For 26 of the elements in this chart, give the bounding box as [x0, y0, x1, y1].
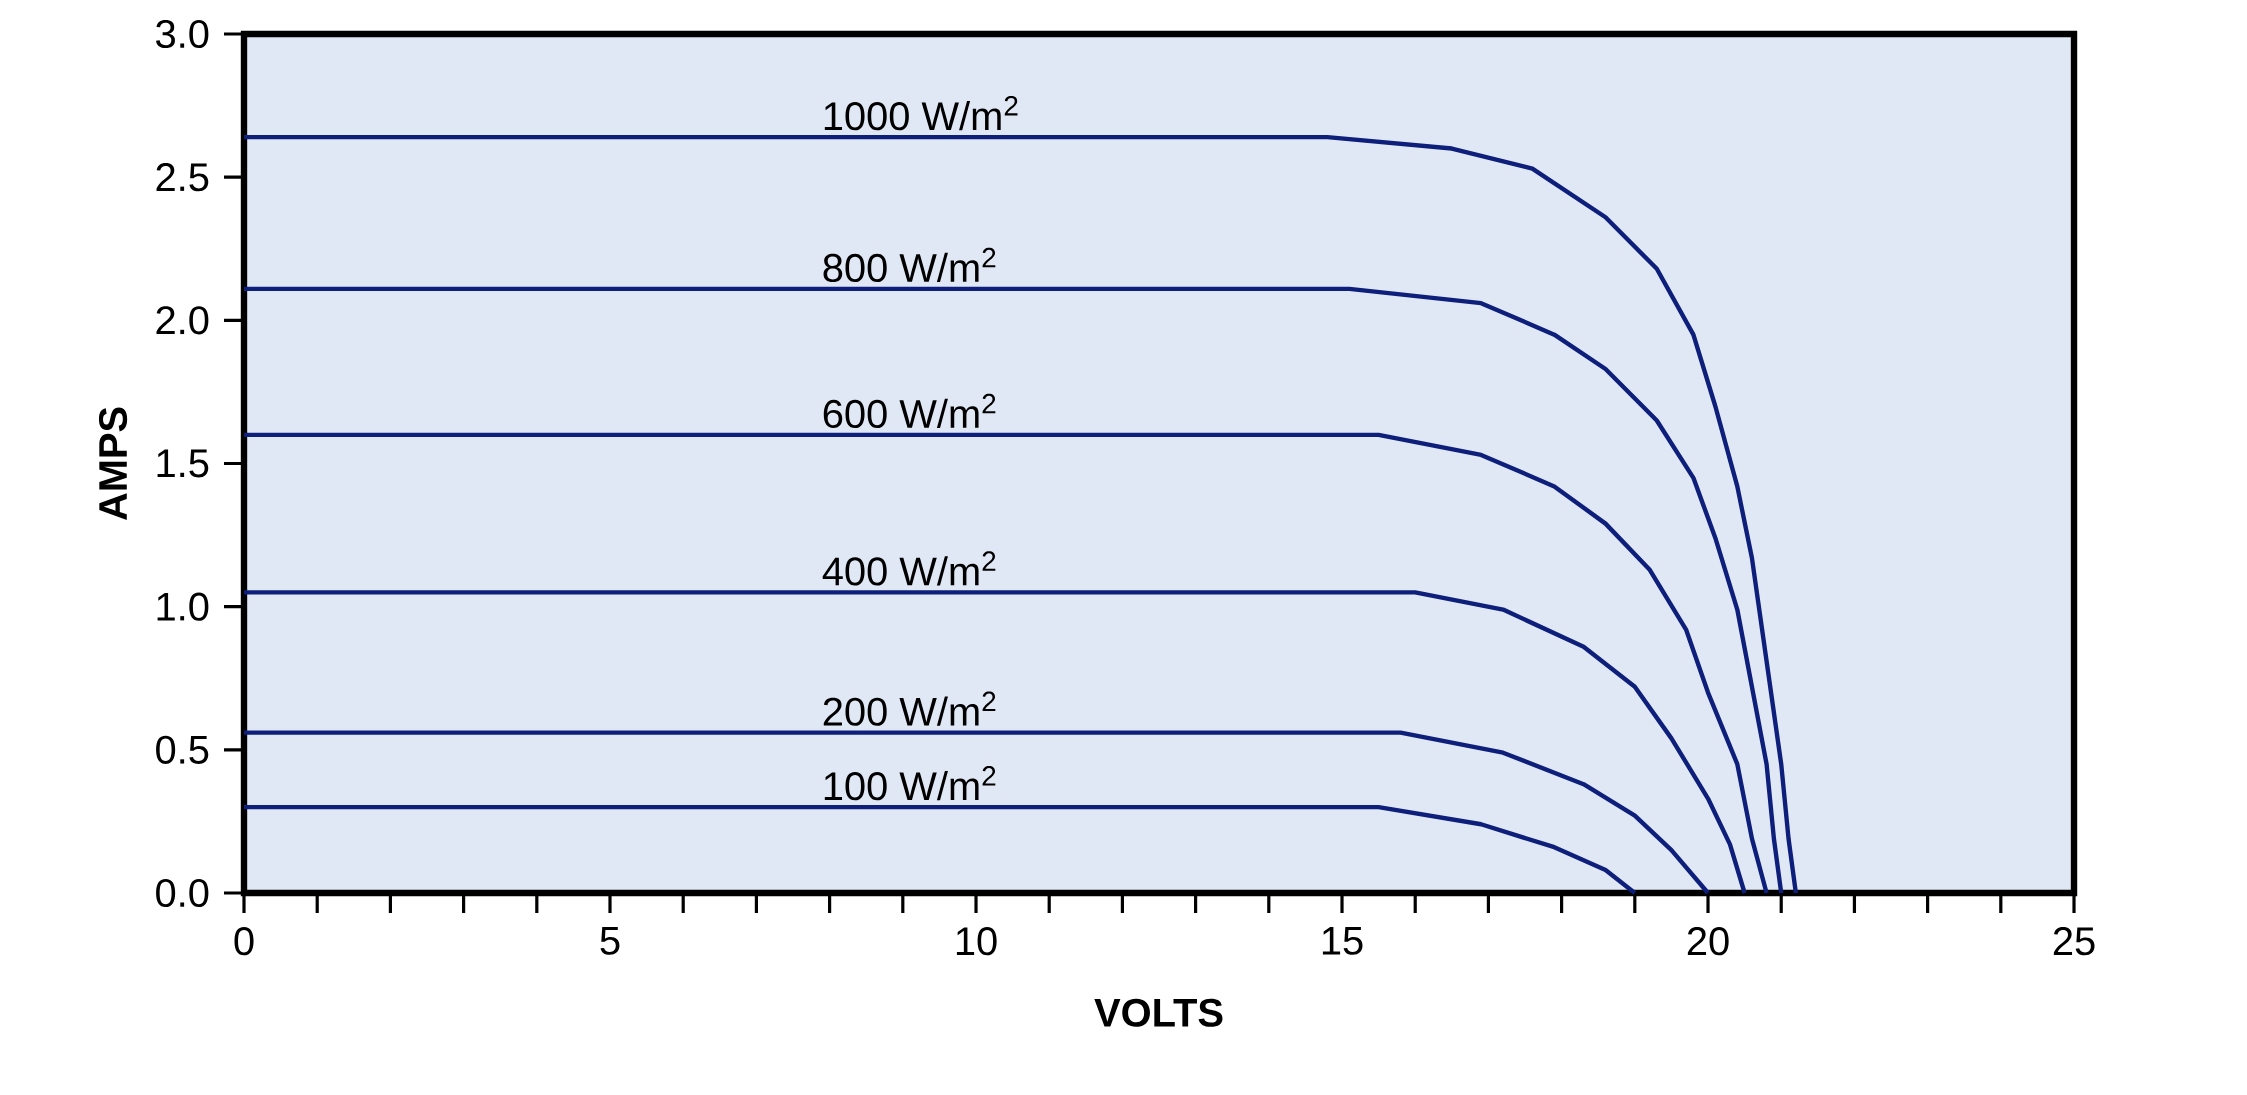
line-series — [241, 134, 1799, 896]
x-tick-label: 10 — [956, 927, 997, 956]
y-tick-label: 1.5 — [157, 449, 209, 478]
y-axis-title: AMPS — [98, 407, 128, 521]
y-tick-label: 2.5 — [156, 163, 209, 192]
y-tick-label: 0.0 — [156, 878, 209, 908]
line-series — [241, 590, 1747, 896]
x-tick-label: 20 — [1687, 927, 1729, 956]
series-label: 600 W/m$^{2}$ — [823, 393, 996, 429]
line-series — [241, 804, 1637, 896]
y-tick-label: 0.5 — [156, 735, 209, 764]
line-series — [241, 730, 1711, 896]
y-tick-label: 2.0 — [156, 306, 209, 335]
x-tick-label: 25 — [2053, 927, 2095, 956]
series-label: 1000 W/m$^{2}$ — [824, 96, 1018, 131]
series-label: 800 W/m$^{2}$ — [823, 247, 996, 283]
x-axis-title: VOLTS — [1094, 998, 1223, 1027]
series-label: 100 W/m$^{2}$ — [824, 766, 996, 801]
y-tick-label: 1.0 — [157, 592, 209, 621]
x-tick-label: 15 — [1322, 927, 1363, 955]
y-tick-label: 3.0 — [156, 19, 209, 49]
x-tick-label: 5 — [600, 927, 620, 955]
series-label: 200 W/m$^{2}$ — [823, 691, 996, 726]
x-tick-label: 0 — [234, 927, 254, 956]
line-series — [241, 432, 1769, 896]
series-label: 400 W/m$^{2}$ — [822, 551, 996, 586]
